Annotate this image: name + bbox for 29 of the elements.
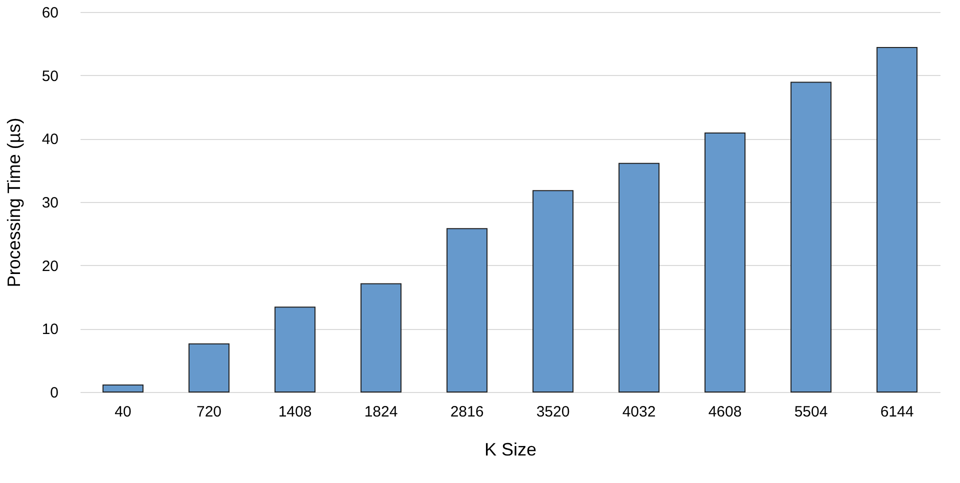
y-tick-label: 0 xyxy=(50,384,58,402)
bar xyxy=(360,283,402,392)
x-tick-label: 4032 xyxy=(622,404,656,420)
bar xyxy=(274,306,316,392)
x-tick-label: 1408 xyxy=(278,404,312,420)
y-tick-label: 60 xyxy=(42,4,58,22)
bar xyxy=(790,82,832,392)
y-axis-title: Processing Time (µs) xyxy=(4,118,24,288)
bar xyxy=(876,46,918,392)
x-tick-label: 6144 xyxy=(880,404,914,420)
bar xyxy=(704,132,746,392)
bar xyxy=(446,228,488,392)
y-tick-label: 30 xyxy=(42,194,58,212)
x-tick-label: 1824 xyxy=(364,404,398,420)
y-tick-label: 10 xyxy=(42,321,58,338)
x-tick-label: 5504 xyxy=(794,404,828,420)
x-tick-label: 3520 xyxy=(536,404,570,420)
y-tick-label: 40 xyxy=(42,131,58,148)
x-tick-label: 40 xyxy=(114,404,132,420)
x-tick-label: 4608 xyxy=(708,404,742,420)
bar xyxy=(532,190,574,392)
bar xyxy=(618,162,660,392)
bar xyxy=(188,343,230,392)
bar xyxy=(102,384,144,392)
x-tick-label: 2816 xyxy=(450,404,484,420)
x-tick-label: 720 xyxy=(196,404,222,420)
y-tick-label: 50 xyxy=(42,68,58,85)
x-axis-title: K Size xyxy=(484,440,537,460)
y-tick-label: 20 xyxy=(42,258,58,275)
